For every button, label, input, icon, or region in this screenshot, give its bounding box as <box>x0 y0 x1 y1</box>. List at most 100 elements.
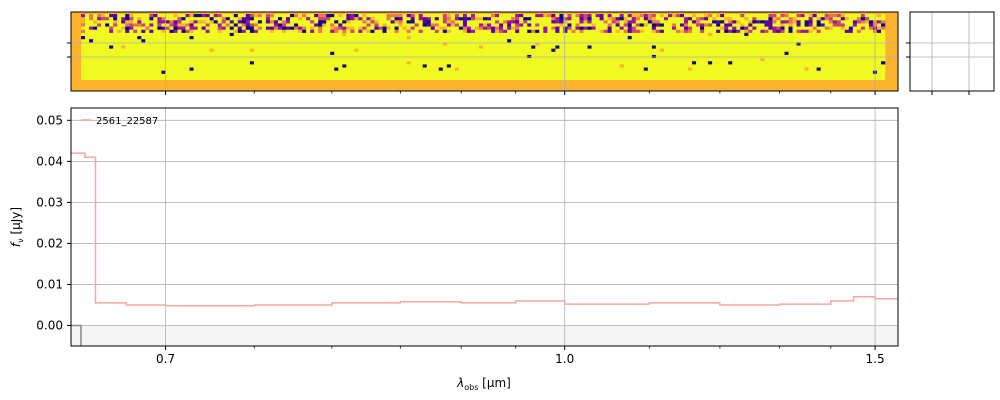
heatmap-cell <box>121 73 126 78</box>
heatmap-cell <box>101 20 106 24</box>
heatmap-cell <box>97 45 102 49</box>
heatmap-cell <box>342 64 347 68</box>
heatmap-cell <box>181 51 186 56</box>
heatmap-cell <box>310 64 315 68</box>
heatmap-cell <box>145 17 150 21</box>
heatmap-cell <box>342 32 347 37</box>
heatmap-cell <box>627 51 633 56</box>
heatmap-cell <box>671 32 677 37</box>
heatmap-cell <box>209 36 214 40</box>
heatmap-cell <box>237 51 243 56</box>
heatmap-cell <box>631 70 637 75</box>
heatmap-cell <box>567 48 572 53</box>
heatmap-cell <box>832 70 838 75</box>
heatmap-cell <box>229 23 235 27</box>
heatmap-cell <box>559 20 564 24</box>
heatmap-cell <box>97 26 102 31</box>
heatmap-cell <box>483 32 488 37</box>
heatmap-cell <box>261 26 267 31</box>
heatmap-cell <box>635 39 641 43</box>
heatmap-cell <box>744 58 749 62</box>
heatmap-cell <box>531 29 536 34</box>
heatmap-cell <box>535 48 540 53</box>
heatmap-cell <box>241 14 247 18</box>
heatmap-cell <box>555 70 560 75</box>
heatmap-cell <box>245 51 251 56</box>
heatmap-cell <box>579 36 584 40</box>
heatmap-cell <box>133 67 138 71</box>
heatmap-cell <box>627 20 633 24</box>
heatmap-cell <box>141 70 146 75</box>
heatmap-cell <box>784 70 789 75</box>
heatmap-cell <box>442 70 448 75</box>
heatmap-cell <box>736 45 741 49</box>
heatmap-cell <box>591 26 596 31</box>
heatmap-cell <box>237 73 243 78</box>
heatmap-cell <box>378 42 383 46</box>
heatmap-cell <box>824 45 830 49</box>
heatmap-cell <box>647 58 653 62</box>
heatmap-cell <box>117 64 122 68</box>
heatmap-cell <box>868 23 874 27</box>
y-tick-label: 0.05 <box>36 113 63 127</box>
heatmap-cell <box>659 39 665 43</box>
heatmap-cell <box>784 64 789 68</box>
heatmap-cell <box>157 17 162 21</box>
heatmap-cell <box>221 42 227 46</box>
heatmap-cell <box>306 51 311 56</box>
heatmap-cell <box>105 32 110 37</box>
heatmap-cell <box>257 51 263 56</box>
heatmap-cell <box>314 20 319 24</box>
heatmap-cell <box>145 61 150 65</box>
heatmap-cell <box>619 73 624 78</box>
heatmap-cell <box>93 26 98 31</box>
heatmap-cell <box>342 42 347 46</box>
heatmap-cell <box>696 17 701 21</box>
heatmap-cell <box>294 61 299 65</box>
heatmap-cell <box>434 61 440 65</box>
heatmap-cell <box>145 64 150 68</box>
heatmap-cell <box>257 29 263 34</box>
heatmap-cell <box>511 20 516 24</box>
heatmap-cell <box>213 58 218 62</box>
heatmap-cell <box>294 73 299 78</box>
heatmap-cell <box>233 58 239 62</box>
heatmap-cell <box>792 14 797 18</box>
heatmap-cell <box>571 20 576 24</box>
heatmap-cell <box>720 42 725 46</box>
heatmap-cell <box>378 48 383 53</box>
heatmap-cell <box>700 73 705 78</box>
heatmap-cell <box>523 70 528 75</box>
heatmap-cell <box>249 64 255 68</box>
heatmap-cell <box>322 36 327 40</box>
heatmap-cell <box>583 61 588 65</box>
heatmap-cell <box>290 20 295 24</box>
heatmap-cell <box>808 14 813 18</box>
heatmap-cell <box>129 61 134 65</box>
heatmap-cell <box>720 67 725 71</box>
heatmap-cell <box>414 58 419 62</box>
heatmap-cell <box>121 48 126 53</box>
heatmap-cell <box>390 36 395 40</box>
heatmap-cell <box>181 14 186 18</box>
heatmap-cell <box>716 29 721 34</box>
heatmap-cell <box>426 32 432 37</box>
heatmap-cell <box>768 17 773 21</box>
heatmap-cell <box>310 17 315 21</box>
heatmap-cell <box>394 23 399 27</box>
heatmap-cell <box>470 73 476 78</box>
heatmap-cell <box>684 70 689 75</box>
heatmap-cell <box>434 42 440 46</box>
heatmap-cell <box>655 17 661 21</box>
heatmap-cell <box>374 42 379 46</box>
heatmap-cell <box>623 29 629 34</box>
heatmap-cell <box>109 51 114 56</box>
heatmap-cell <box>764 17 769 21</box>
heatmap-cell <box>189 73 194 78</box>
heatmap-cell <box>768 61 773 65</box>
heatmap-cell <box>864 70 870 75</box>
heatmap-cell <box>864 29 870 34</box>
heatmap-cell <box>213 20 218 24</box>
heatmap-cell <box>370 73 375 78</box>
heatmap-cell <box>466 67 472 71</box>
